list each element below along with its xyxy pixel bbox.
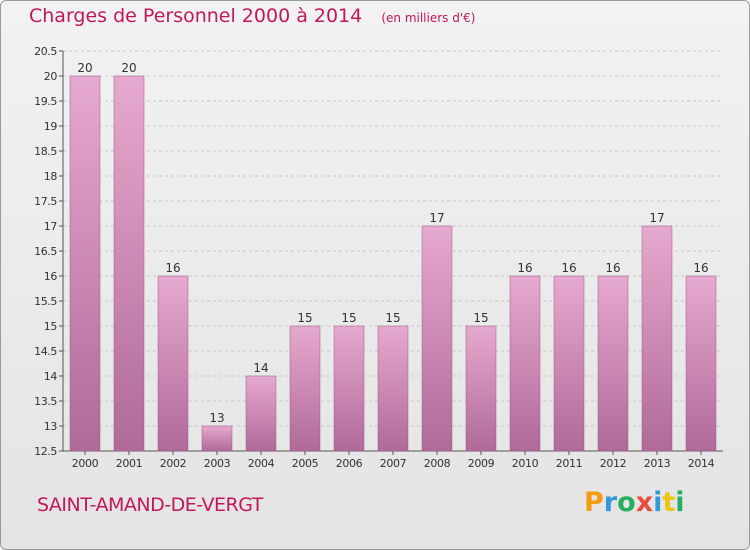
y-tick-label: 12.5 — [34, 445, 57, 458]
data-label: 13 — [209, 411, 224, 425]
data-label: 15 — [385, 311, 400, 325]
data-label: 16 — [605, 261, 620, 275]
bar — [245, 375, 277, 452]
x-tick-label: 2008 — [424, 457, 451, 470]
x-tick-label: 2007 — [380, 457, 407, 470]
logo-letter: P — [584, 487, 604, 518]
title-text: Charges de Personnel 2000 à 2014 — [29, 5, 363, 27]
logo-letter: t — [662, 487, 676, 518]
data-label: 20 — [77, 61, 92, 75]
data-label: 17 — [649, 211, 664, 225]
bar — [113, 75, 145, 452]
x-tick-label: 2001 — [116, 457, 142, 470]
bar — [553, 275, 585, 452]
data-label: 16 — [693, 261, 708, 275]
data-label: 16 — [165, 261, 180, 275]
bar — [377, 325, 409, 452]
logo-letter: o — [617, 487, 636, 518]
bar — [69, 75, 101, 452]
data-label: 14 — [253, 361, 268, 375]
y-tick-label: 13 — [44, 420, 58, 433]
bar — [465, 325, 497, 452]
data-label: 16 — [561, 261, 576, 275]
x-tick-label: 2011 — [556, 457, 582, 470]
data-label: 16 — [517, 261, 532, 275]
y-tick-label: 17 — [44, 220, 58, 233]
x-tick-label: 2004 — [248, 457, 275, 470]
y-tick-label: 20 — [44, 70, 58, 83]
bars: 20 20 16 13 14 15 15 15 17 15 16 16 16 17 16 — [69, 61, 717, 452]
y-tick-label: 19 — [44, 120, 58, 133]
x-tick-label: 2009 — [468, 457, 495, 470]
y-tick-label: 18 — [44, 170, 58, 183]
commune-name: SAINT-AMAND-DE-VERGT — [37, 494, 263, 516]
title-unit: (en milliers d'€) — [381, 11, 476, 25]
proxiti-logo[interactable]: Proxiti — [584, 487, 685, 518]
x-tick-label: 2005 — [292, 457, 319, 470]
data-label: 15 — [473, 311, 488, 325]
x-tick-label: 2002 — [160, 457, 186, 470]
bar — [157, 275, 189, 452]
y-tick-label: 14.5 — [34, 345, 57, 358]
y-tick-label: 15 — [44, 320, 58, 333]
y-tick-label: 14 — [44, 370, 58, 383]
data-label: 20 — [121, 61, 136, 75]
logo-letter: x — [635, 487, 654, 518]
y-tick-label: 13.5 — [34, 395, 57, 408]
x-tick-label: 2014 — [688, 457, 715, 470]
x-tick-label: 2010 — [512, 457, 539, 470]
bar — [509, 275, 541, 452]
y-tick-label: 18.5 — [34, 145, 57, 158]
bar — [421, 225, 453, 452]
logo-letter: r — [603, 487, 618, 518]
y-tick-label: 19.5 — [34, 95, 57, 108]
bar — [685, 275, 717, 452]
y-tick-label: 16.5 — [34, 245, 57, 258]
bar — [333, 325, 365, 452]
y-tick-label: 16 — [44, 270, 58, 283]
x-tick-label: 2006 — [336, 457, 363, 470]
bar — [201, 425, 233, 452]
x-tick-label: 2000 — [72, 457, 99, 470]
y-tick-label: 15.5 — [34, 295, 57, 308]
data-label: 15 — [341, 311, 356, 325]
bar — [289, 325, 321, 452]
x-tick-label: 2012 — [600, 457, 626, 470]
logo-letter: i — [653, 487, 663, 518]
logo-letter: i — [675, 487, 685, 518]
x-tick-label: 2003 — [204, 457, 231, 470]
bar — [641, 225, 673, 452]
data-label: 15 — [297, 311, 312, 325]
y-tick-label: 17.5 — [34, 195, 57, 208]
y-tick-label: 20.5 — [34, 45, 57, 58]
x-tick-label: 2013 — [644, 457, 671, 470]
chart-title: Charges de Personnel 2000 à 2014 (en mil… — [29, 5, 475, 27]
bar — [597, 275, 629, 452]
data-label: 17 — [429, 211, 444, 225]
x-axis: 2000 2001 2002 2003 2004 2005 2006 2007 2008 2009… — [72, 451, 715, 470]
